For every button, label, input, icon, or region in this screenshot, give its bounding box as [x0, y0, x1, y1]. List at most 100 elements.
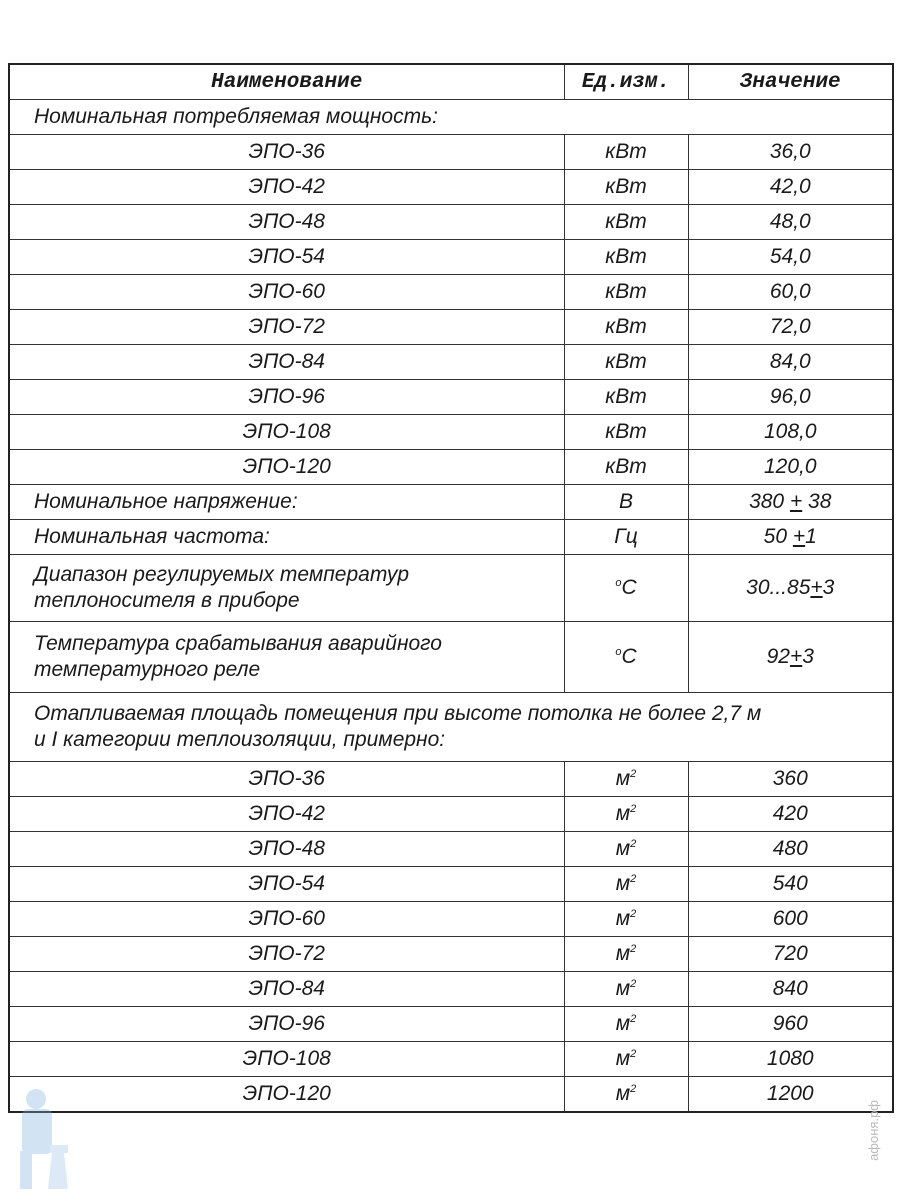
unit-text: кВт	[605, 245, 647, 268]
unit: В	[563, 484, 689, 520]
value: 36,0	[687, 134, 894, 170]
unit-text: кВт	[605, 385, 647, 408]
model-name: ЭПО-96	[8, 1006, 565, 1042]
plus-minus: +	[810, 576, 823, 599]
unit-text: м	[615, 907, 631, 930]
table-row: ЭПО-54 кВт 54,0	[8, 239, 894, 275]
value-main: 50	[763, 525, 793, 548]
value: 48,0	[687, 204, 894, 240]
unit-text: С	[621, 576, 637, 599]
unit-text: м	[615, 837, 631, 860]
table-row: ЭПО-60 м2 600	[8, 901, 894, 937]
table-row: ЭПО-108 м2 1080	[8, 1041, 894, 1077]
value-tolerance: 1	[805, 525, 817, 548]
unit: кВт	[563, 309, 689, 345]
value: 92+3	[687, 621, 894, 693]
unit-sup: 2	[630, 1013, 637, 1025]
unit: кВт	[563, 169, 689, 205]
value: 84,0	[687, 344, 894, 380]
unit: м2	[563, 761, 689, 797]
table-row: ЭПО-84 кВт 84,0	[8, 344, 894, 380]
param-row-alarm_temp: Температура срабатывания аварийного темпе…	[8, 621, 894, 693]
value-main: 380	[749, 490, 790, 513]
label-line-2: теплоносителя в приборе	[34, 589, 300, 612]
site-watermark: афоня.рф	[866, 1100, 881, 1161]
unit: м2	[563, 1006, 689, 1042]
table-row: ЭПО-96 кВт 96,0	[8, 379, 894, 415]
value-tolerance: 38	[802, 490, 832, 513]
value: 30...85+3	[687, 554, 894, 622]
area-title-line-1: Отапливаемая площадь помещения при высот…	[34, 702, 762, 725]
value: 96,0	[687, 379, 894, 415]
power-title: Номинальная потребляемая мощность:	[8, 99, 894, 135]
unit: м2	[563, 866, 689, 902]
model-name: ЭПО-36	[8, 761, 565, 797]
unit-sup: 2	[630, 1048, 637, 1060]
unit-sup: 2	[630, 803, 637, 815]
model-name: ЭПО-42	[8, 796, 565, 832]
value: 120,0	[687, 449, 894, 485]
unit: oС	[563, 554, 689, 622]
unit: кВт	[563, 379, 689, 415]
table-row: ЭПО-108 кВт 108,0	[8, 414, 894, 450]
param-row-frequency: Номинальная частота: Гц 50 +1	[8, 519, 894, 555]
unit-text: м	[615, 802, 631, 825]
model-name: ЭПО-120	[8, 449, 565, 485]
value: 960	[687, 1006, 894, 1042]
value-main: 92	[766, 645, 790, 668]
table-row: ЭПО-42 кВт 42,0	[8, 169, 894, 205]
value: 380 + 38	[687, 484, 894, 520]
model-name: ЭПО-36	[8, 134, 565, 170]
unit-sup: o	[615, 646, 622, 658]
table-row: ЭПО-84 м2 840	[8, 971, 894, 1007]
param-row-temp_range: Диапазон регулируемых температур теплонос…	[8, 554, 894, 622]
unit-text: м	[615, 1047, 631, 1070]
unit-text: кВт	[605, 315, 647, 338]
unit-text: Гц	[614, 525, 638, 548]
param-row-voltage: Номинальное напряжение: В 380 + 38	[8, 484, 894, 520]
unit: м2	[563, 901, 689, 937]
table-row: ЭПО-72 кВт 72,0	[8, 309, 894, 345]
model-name: ЭПО-84	[8, 971, 565, 1007]
value: 600	[687, 901, 894, 937]
value: 360	[687, 761, 894, 797]
value: 54,0	[687, 239, 894, 275]
table-row: ЭПО-120 кВт 120,0	[8, 449, 894, 485]
area-section: Отапливаемая площадь помещения при высот…	[8, 692, 894, 762]
unit-sup: 2	[630, 908, 637, 920]
model-name: ЭПО-48	[8, 204, 565, 240]
unit: кВт	[563, 204, 689, 240]
unit-text: кВт	[605, 140, 647, 163]
value: 480	[687, 831, 894, 867]
model-name: ЭПО-72	[8, 936, 565, 972]
spec-table: Наименование Ед.изм. Значение Номинальна…	[8, 63, 894, 1113]
unit-text: кВт	[605, 420, 647, 443]
value-tolerance: 3	[802, 645, 814, 668]
unit-sup: 2	[630, 768, 637, 780]
value: 540	[687, 866, 894, 902]
unit-text: м	[615, 977, 631, 1000]
unit-sup: o	[615, 577, 622, 589]
label-line-1: Диапазон регулируемых температур	[34, 563, 410, 586]
unit: кВт	[563, 239, 689, 275]
unit-sup: 2	[630, 978, 637, 990]
label-line-2: температурного реле	[34, 658, 261, 681]
power-section: Номинальная потребляемая мощность:	[8, 99, 894, 135]
value: 1080	[687, 1041, 894, 1077]
unit: Гц	[563, 519, 689, 555]
unit-text: м	[615, 1012, 631, 1035]
header-name: Наименование	[8, 63, 565, 100]
table-row: ЭПО-36 кВт 36,0	[8, 134, 894, 170]
model-name: ЭПО-72	[8, 309, 565, 345]
unit-text: м	[615, 942, 631, 965]
unit: кВт	[563, 134, 689, 170]
unit: кВт	[563, 344, 689, 380]
unit-text: м	[615, 872, 631, 895]
value: 50 +1	[687, 519, 894, 555]
model-name: ЭПО-54	[8, 866, 565, 902]
plus-minus: +	[792, 525, 806, 548]
unit-text: кВт	[605, 210, 647, 233]
unit-sup: 2	[630, 943, 637, 955]
table-row: ЭПО-48 кВт 48,0	[8, 204, 894, 240]
unit: м2	[563, 796, 689, 832]
